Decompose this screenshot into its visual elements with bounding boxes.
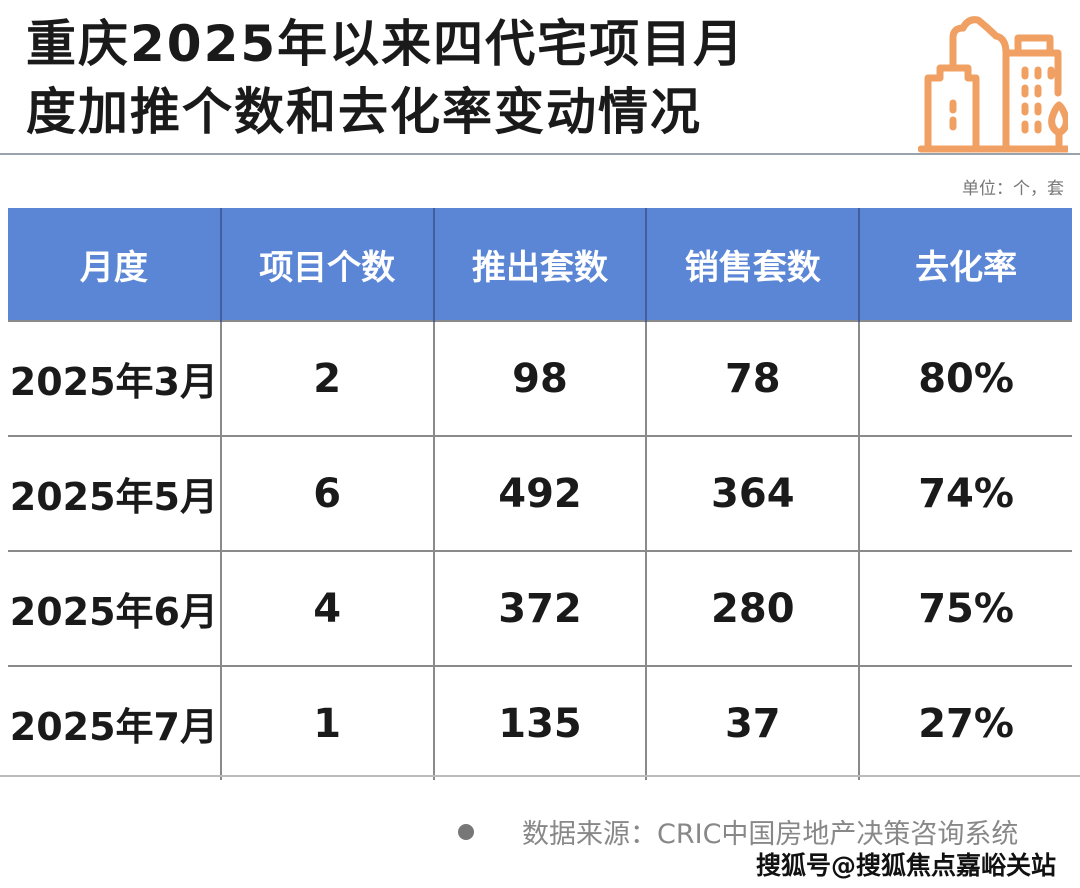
table-cell: 364 xyxy=(646,435,861,551)
table-cell: 135 xyxy=(433,665,648,780)
data-table: 月度 项目个数 推出套数 销售套数 去化率 2025年3月 2 98 78 80% 202… xyxy=(8,208,1072,780)
page-title: 重庆2025年以来四代宅项目月 度加推个数和去化率变动情况 xyxy=(26,10,906,146)
table-cell: 2025年6月 xyxy=(8,550,222,666)
table-cell: 6 xyxy=(220,435,435,551)
table-cell: 4 xyxy=(220,550,435,666)
column-header: 项目个数 xyxy=(220,208,435,321)
column-header: 推出套数 xyxy=(433,208,648,321)
table-cell: 280 xyxy=(646,550,861,666)
table-cell: 37 xyxy=(646,665,861,780)
table-cell: 27% xyxy=(859,665,1072,780)
table-cell: 2025年5月 xyxy=(8,435,222,551)
table-row: 2025年5月 6 492 364 74% xyxy=(8,435,1072,551)
unit-label: 单位：个，套 xyxy=(962,179,1064,199)
title-line: 重庆2025年以来四代宅项目月 xyxy=(26,15,746,73)
table-cell: 2025年7月 xyxy=(8,665,222,780)
table-row: 2025年7月 1 135 37 27% xyxy=(8,665,1072,780)
watermark-text: 搜狐号@搜狐焦点嘉峪关站 xyxy=(755,851,1056,880)
table-cell: 1 xyxy=(220,665,435,780)
column-header: 去化率 xyxy=(859,208,1072,321)
table-row: 2025年3月 2 98 78 80% xyxy=(8,320,1072,436)
source-note: 数据来源：CRIC中国房地产决策咨询系统 xyxy=(458,812,1018,851)
table-header-row: 月度 项目个数 推出套数 销售套数 去化率 xyxy=(8,208,1072,321)
table-cell: 78 xyxy=(646,320,861,436)
title-line: 度加推个数和去化率变动情况 xyxy=(26,83,702,141)
table-cell: 372 xyxy=(433,550,648,666)
table-cell: 98 xyxy=(433,320,648,436)
table-row: 2025年6月 4 372 280 75% xyxy=(8,550,1072,666)
bullet-icon xyxy=(458,823,474,840)
source-text: 数据来源：CRIC中国房地产决策咨询系统 xyxy=(522,819,1019,850)
table-cell: 75% xyxy=(859,550,1072,666)
bottom-divider xyxy=(0,775,1080,777)
table-cell: 2025年3月 xyxy=(8,320,222,436)
table-cell: 74% xyxy=(859,435,1072,551)
table-cell: 492 xyxy=(433,435,648,551)
column-header: 月度 xyxy=(8,208,222,321)
city-buildings-icon xyxy=(918,16,1068,153)
table-cell: 2 xyxy=(220,320,435,436)
title-divider xyxy=(0,153,1080,155)
table-cell: 80% xyxy=(859,320,1072,436)
column-header: 销售套数 xyxy=(646,208,861,321)
